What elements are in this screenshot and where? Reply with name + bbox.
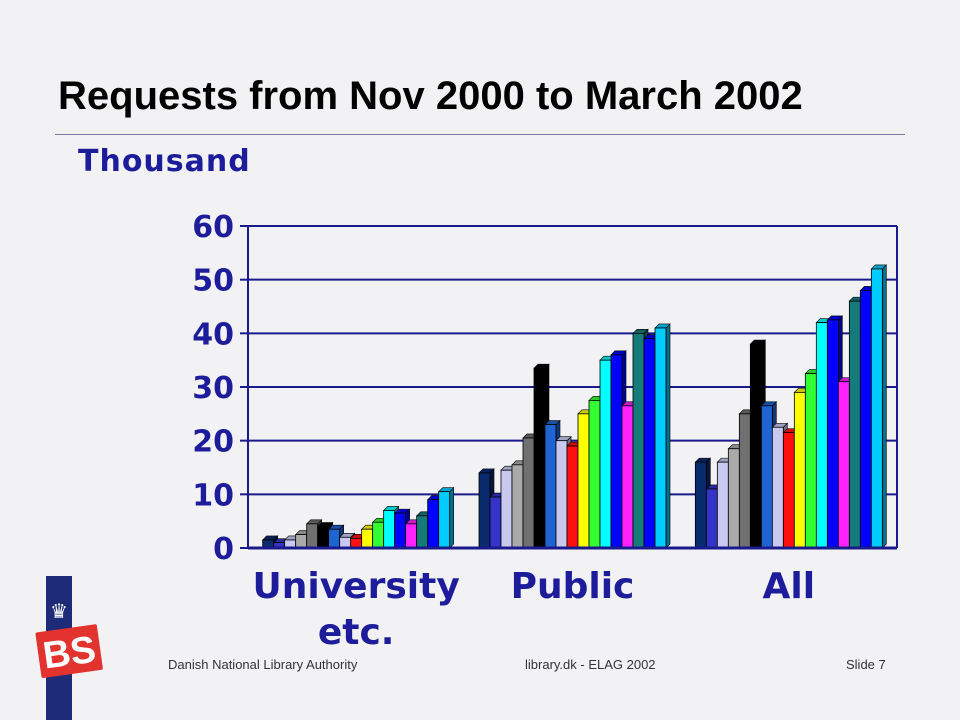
y-axis-unit-label: Thousand — [78, 144, 251, 179]
bar-front — [533, 367, 546, 549]
crown-icon: ♛ — [50, 599, 68, 623]
bar-front — [727, 448, 740, 549]
x-category-label: All — [763, 566, 816, 607]
bar-front — [793, 391, 806, 549]
bar-front — [438, 491, 451, 549]
y-tick-label: 50 — [192, 264, 234, 299]
y-tick-label: 20 — [192, 425, 234, 460]
bar-front — [577, 413, 590, 549]
slide-title: Requests from Nov 2000 to March 2002 — [58, 74, 803, 118]
bar — [437, 486, 455, 549]
bar-front — [416, 515, 429, 549]
bar-front — [427, 499, 440, 549]
footer-slide-number: Slide 7 — [846, 657, 886, 672]
bar-front — [489, 496, 502, 549]
y-tick-label: 60 — [192, 210, 234, 245]
x-category-label: University — [253, 566, 460, 607]
bar-front — [405, 523, 418, 549]
bar-front — [632, 332, 645, 549]
bar-front — [738, 413, 751, 549]
bar-front — [566, 445, 579, 549]
bar-front — [306, 523, 319, 549]
bar-front — [694, 461, 707, 549]
bar-front — [826, 319, 839, 549]
bar-front — [621, 405, 634, 549]
bar-front — [317, 526, 330, 549]
bar-front — [555, 440, 568, 549]
bar-front — [848, 300, 861, 549]
bar-front — [511, 464, 524, 549]
bar — [654, 323, 671, 549]
x-category-label: etc. — [318, 612, 395, 653]
footer-organization: Danish National Library Authority — [168, 657, 358, 672]
bar-front — [760, 405, 773, 549]
y-tick-label: 30 — [192, 371, 234, 406]
bar-front — [295, 534, 308, 549]
bar-side — [449, 486, 454, 549]
bar-front — [815, 322, 828, 549]
bar-front — [610, 354, 623, 549]
x-category-label: Public — [511, 566, 635, 607]
bar-front — [749, 343, 762, 549]
bar — [870, 264, 888, 549]
bar-side — [882, 264, 887, 549]
bar-front — [716, 461, 729, 549]
bar-front — [478, 472, 491, 549]
bar-front — [837, 381, 850, 549]
bar-front — [804, 373, 817, 549]
bar-front — [859, 289, 872, 549]
title-divider — [55, 134, 905, 135]
bar-front — [599, 359, 612, 549]
bar-front — [705, 488, 718, 549]
logo-letters: BS — [40, 629, 98, 678]
footer-event: library.dk - ELAG 2002 — [525, 657, 656, 672]
bar-front — [372, 521, 385, 549]
library-logo: ♛ BS — [35, 576, 103, 720]
bar-front — [588, 400, 601, 549]
bar-front — [328, 528, 341, 549]
bar-front — [654, 327, 667, 549]
bar-front — [771, 426, 784, 549]
bar-front — [361, 528, 374, 549]
y-tick-label: 40 — [192, 317, 234, 352]
logo-red-block — [35, 624, 103, 678]
y-tick-label: 10 — [192, 478, 234, 513]
bar-front — [782, 432, 795, 549]
y-tick-label: 0 — [213, 532, 234, 567]
bar-front — [544, 424, 557, 549]
bar-front — [339, 536, 352, 549]
bar-side — [665, 323, 671, 549]
bar-front — [383, 510, 396, 549]
bar-front — [643, 338, 656, 549]
bar-front — [870, 268, 883, 549]
bar-front — [522, 437, 535, 549]
bar-front — [500, 469, 513, 549]
bar-front — [394, 512, 407, 549]
